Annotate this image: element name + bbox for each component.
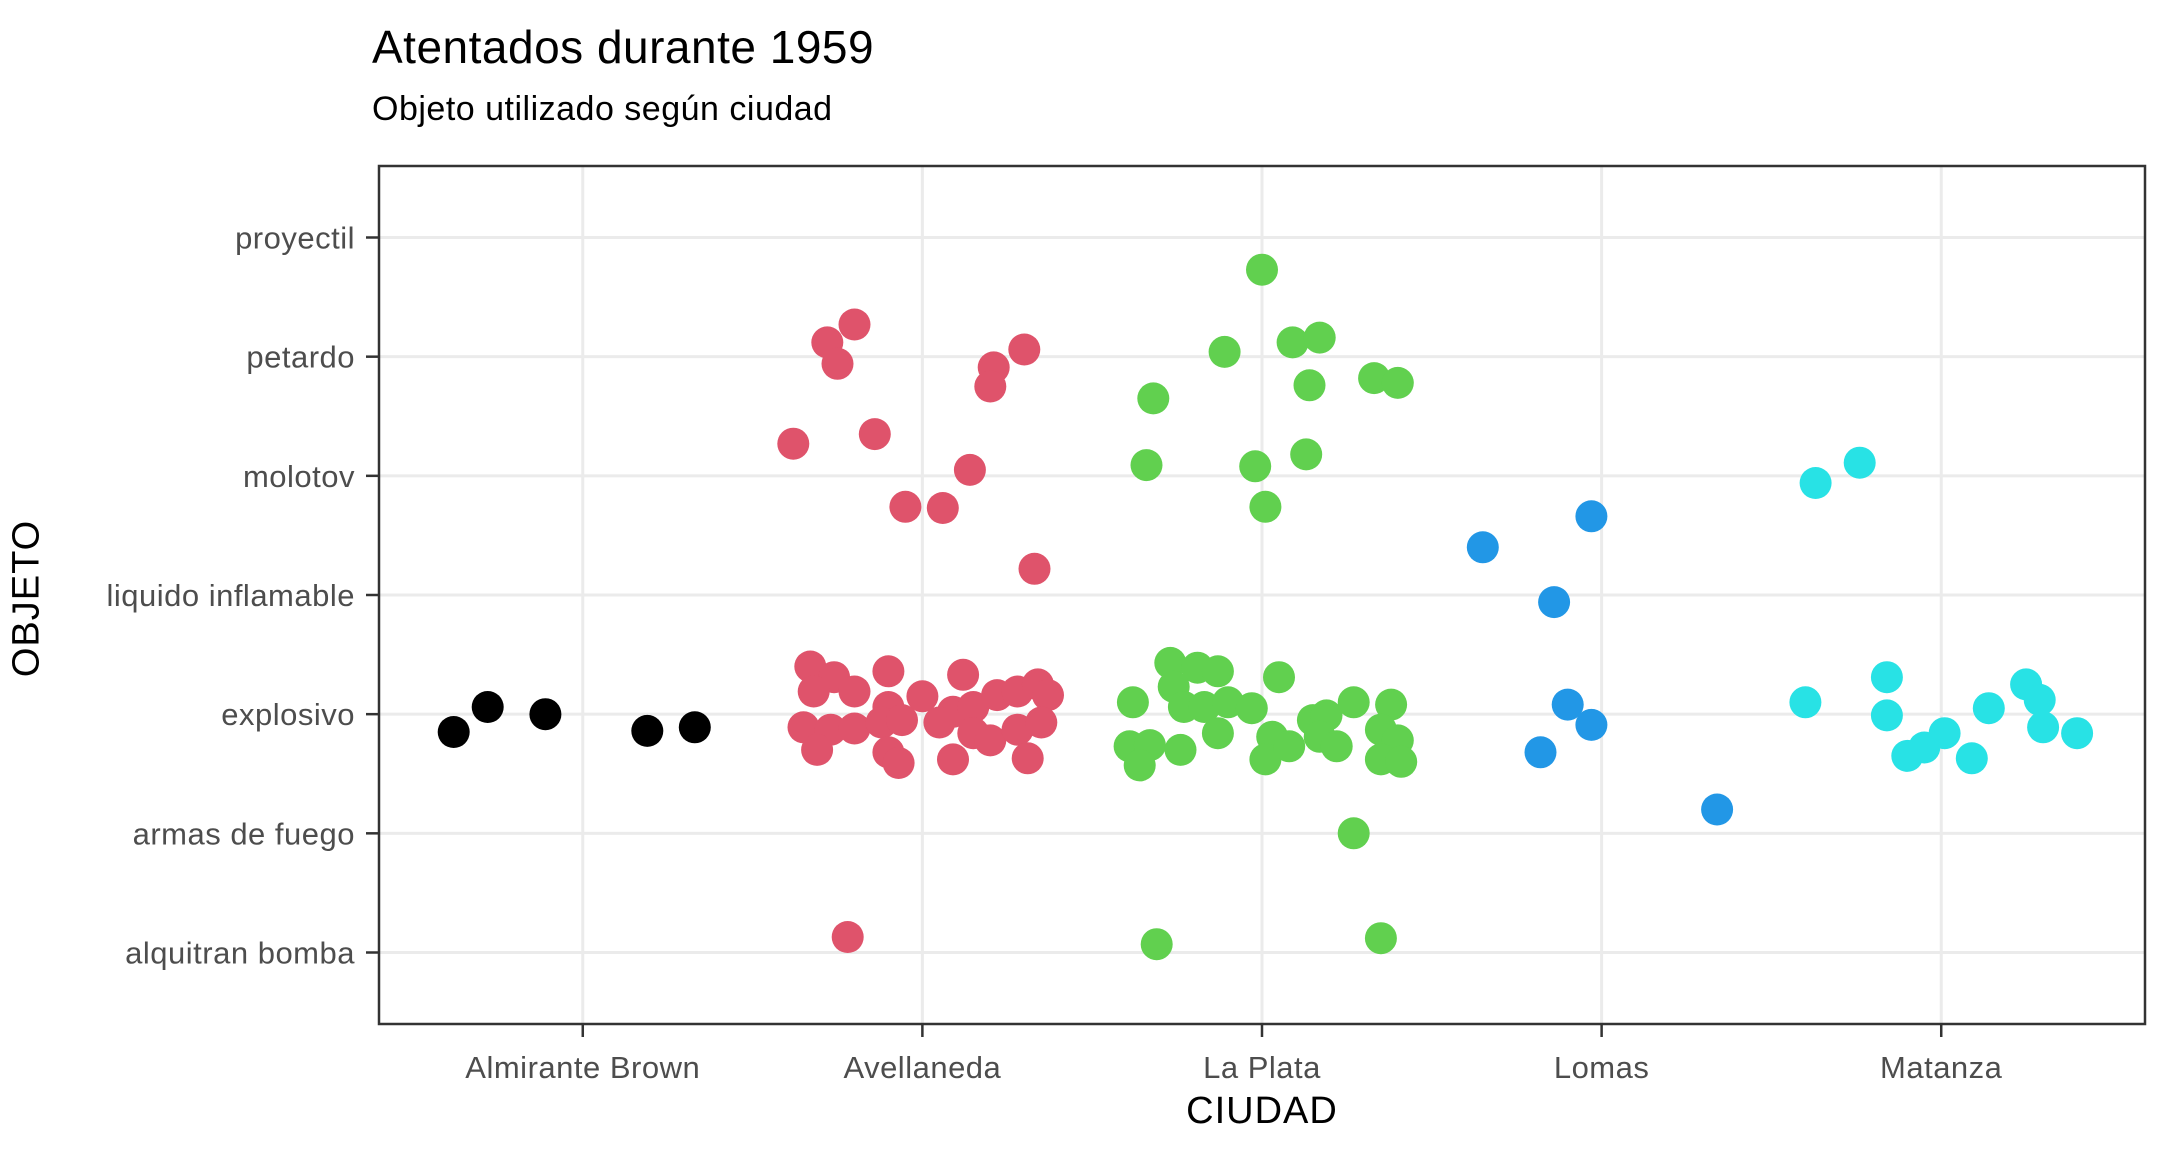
data-point-matanza	[1870, 699, 1903, 732]
data-point-la-plata	[1201, 655, 1234, 688]
data-point-avellaneda	[838, 308, 871, 341]
data-point-la-plata	[1123, 749, 1156, 782]
data-point-avellaneda	[886, 704, 918, 737]
data-point-la-plata	[1290, 438, 1323, 471]
y-tick-label: alquitran bomba	[125, 936, 355, 971]
data-point-la-plata	[1358, 362, 1391, 395]
data-point-avellaneda	[838, 712, 871, 745]
data-point-lomas	[1538, 586, 1571, 619]
data-point-avellaneda	[906, 680, 939, 713]
data-point-almirante-brown	[529, 698, 562, 731]
x-tick-label: Almirante Brown	[465, 1050, 700, 1085]
data-point-la-plata	[1293, 369, 1326, 402]
data-point-avellaneda	[1025, 706, 1058, 739]
data-point-avellaneda	[882, 747, 915, 779]
data-point-avellaneda	[974, 370, 1007, 403]
data-point-la-plata	[1263, 661, 1295, 694]
data-point-avellaneda	[831, 921, 864, 953]
data-point-avellaneda	[801, 733, 834, 766]
data-point-la-plata	[1137, 382, 1170, 415]
data-point-la-plata	[1320, 730, 1353, 763]
data-point-avellaneda	[1011, 742, 1044, 775]
data-point-la-plata	[1208, 335, 1241, 368]
data-point-la-plata	[1164, 733, 1197, 766]
data-point-la-plata	[1303, 321, 1336, 354]
data-point-la-plata	[1116, 686, 1149, 719]
data-point-avellaneda	[794, 650, 827, 683]
data-point-lomas	[1575, 708, 1608, 741]
data-point-la-plata	[1385, 745, 1418, 778]
data-point-avellaneda	[777, 427, 810, 460]
data-point-lomas	[1524, 736, 1557, 769]
data-point-avellaneda	[947, 658, 980, 691]
data-point-avellaneda	[937, 743, 969, 776]
y-tick-label: petardo	[246, 340, 355, 375]
data-point-avellaneda	[957, 691, 990, 723]
data-point-avellaneda	[821, 347, 854, 380]
data-point-almirante-brown	[678, 711, 711, 744]
y-tick-label: explosivo	[221, 697, 355, 732]
data-point-matanza	[1799, 467, 1832, 499]
data-point-almirante-brown	[471, 691, 504, 723]
data-point-avellaneda	[838, 675, 871, 708]
y-tick-label: molotov	[243, 459, 355, 494]
chart-subtitle: Objeto utilizado según ciudad	[372, 90, 833, 128]
data-point-avellaneda	[1018, 552, 1051, 585]
data-point-lomas	[1575, 500, 1608, 533]
data-point-matanza	[2061, 717, 2094, 750]
data-point-la-plata	[1273, 730, 1306, 763]
x-tick-label: La Plata	[1203, 1050, 1321, 1085]
x-tick-label: Matanza	[1880, 1050, 2003, 1085]
data-point-matanza	[1843, 446, 1876, 479]
data-point-lomas	[1466, 531, 1499, 564]
data-point-la-plata	[1130, 449, 1163, 482]
data-point-matanza	[1928, 717, 1961, 750]
data-point-avellaneda	[872, 655, 905, 688]
data-point-la-plata	[1337, 686, 1370, 719]
data-point-la-plata	[1276, 326, 1309, 359]
data-point-la-plata	[1235, 692, 1268, 725]
data-point-la-plata	[1154, 646, 1187, 679]
data-point-avellaneda	[858, 418, 891, 451]
data-point-la-plata	[1381, 366, 1414, 399]
y-tick-label: armas de fuego	[133, 816, 355, 851]
data-point-lomas	[1551, 688, 1584, 721]
data-point-la-plata	[1140, 928, 1173, 961]
data-point-matanza	[1870, 661, 1903, 694]
data-point-avellaneda	[1008, 333, 1041, 366]
y-tick-label: liquido inflamable	[106, 578, 355, 613]
x-tick-label: Lomas	[1554, 1050, 1650, 1085]
data-point-matanza	[1972, 692, 2005, 725]
data-point-la-plata	[1337, 817, 1370, 850]
data-point-la-plata	[1239, 450, 1272, 483]
data-point-avellaneda	[1032, 679, 1064, 712]
data-point-la-plata	[1249, 743, 1282, 776]
data-point-avellaneda	[926, 492, 959, 524]
data-point-lomas	[1701, 793, 1734, 826]
chart-title: Atentados durante 1959	[372, 21, 875, 73]
data-point-matanza	[2027, 711, 2060, 744]
x-tick-label: Avellaneda	[843, 1050, 1001, 1085]
x-axis-title: CIUDAD	[1186, 1090, 1338, 1132]
data-point-avellaneda	[889, 490, 922, 523]
data-point-almirante-brown	[437, 716, 470, 748]
y-tick-label: proyectil	[235, 221, 355, 256]
data-point-avellaneda	[797, 675, 830, 708]
data-point-la-plata	[1246, 253, 1278, 286]
data-point-avellaneda	[974, 724, 1007, 757]
data-point-la-plata	[1249, 490, 1282, 523]
data-point-matanza	[1955, 742, 1988, 775]
data-point-la-plata	[1201, 717, 1234, 750]
data-point-matanza	[2023, 683, 2056, 716]
data-point-matanza	[1789, 686, 1822, 719]
data-point-la-plata	[1188, 691, 1221, 723]
data-point-almirante-brown	[631, 714, 664, 747]
data-point-la-plata	[1364, 922, 1397, 955]
data-point-la-plata	[1375, 688, 1408, 721]
data-point-avellaneda	[953, 453, 986, 486]
data-point-avellaneda	[923, 706, 956, 739]
